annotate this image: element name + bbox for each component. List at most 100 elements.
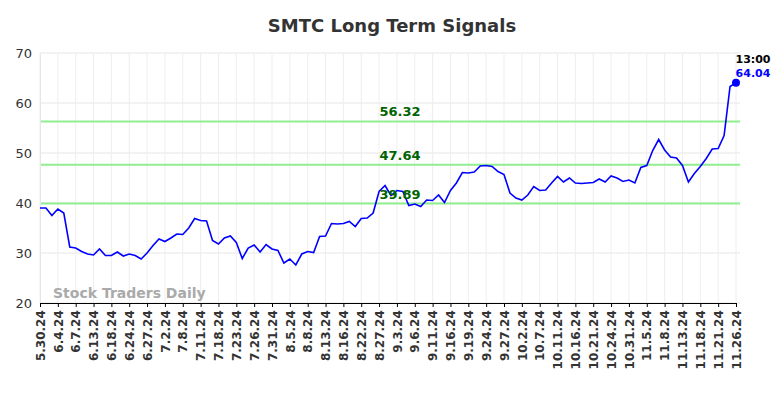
grid-line <box>414 53 415 303</box>
grid-line <box>343 53 344 303</box>
tick-label: 8.5.24 <box>284 310 298 353</box>
tick: 6.4.24 <box>52 303 66 353</box>
tick: 8.16.24 <box>337 303 351 361</box>
tick: 11.18.24 <box>694 303 708 369</box>
tick: 11.8.24 <box>658 303 672 361</box>
tick-label: 40 <box>15 196 32 211</box>
tick: 9.11.24 <box>426 303 440 361</box>
tick-label: 7.31.24 <box>266 310 280 361</box>
tick-label: 10.2.24 <box>516 310 530 361</box>
tick-mark <box>504 303 505 307</box>
grid-line <box>736 53 737 303</box>
tick-label: 8.27.24 <box>373 310 387 361</box>
tick-label: 10.31.24 <box>623 310 637 369</box>
tick: 8.5.24 <box>284 303 298 353</box>
tick: 5.30.24 <box>34 303 48 361</box>
tick: 6.27.24 <box>141 303 155 361</box>
grid-line <box>40 203 740 204</box>
tick-mark <box>183 303 184 307</box>
tick: 60 <box>15 96 40 111</box>
tick: 11.26.24 <box>730 303 744 369</box>
tick: 9.3.24 <box>391 303 405 353</box>
tick-mark <box>201 303 202 307</box>
tick: 8.8.24 <box>301 303 315 353</box>
tick-label: 9.16.24 <box>444 310 458 361</box>
grid-line <box>200 53 201 303</box>
tick-mark <box>40 303 41 307</box>
tick-label: 11.5.24 <box>640 310 654 361</box>
grid-line <box>379 53 380 303</box>
tick-mark <box>558 303 559 307</box>
tick-label: 9.24.24 <box>480 310 494 361</box>
reference-label: 47.64 <box>379 148 420 163</box>
tick-label: 6.24.24 <box>123 310 137 361</box>
tick-label: 11.8.24 <box>658 310 672 361</box>
grid-line <box>111 53 112 303</box>
price-line <box>40 83 736 265</box>
grid-line <box>468 53 469 303</box>
tick-mark <box>522 303 523 307</box>
tick-mark <box>647 303 648 307</box>
tick: 7.26.24 <box>248 303 262 361</box>
tick-label: 11.21.24 <box>712 310 726 369</box>
grid-line <box>236 53 237 303</box>
tick-mark <box>486 303 487 307</box>
tick-mark <box>254 303 255 307</box>
tick-mark <box>361 303 362 307</box>
tick: 40 <box>15 196 40 211</box>
tick-label: 8.16.24 <box>337 310 351 361</box>
tick: 9.24.24 <box>480 303 494 361</box>
tick-mark <box>450 303 451 307</box>
tick-label: 10.24.24 <box>605 310 619 369</box>
tick-mark <box>165 303 166 307</box>
last-value-label: 64.04 <box>736 67 771 80</box>
tick-mark <box>272 303 273 307</box>
tick-mark <box>94 303 95 307</box>
grid-line <box>593 53 594 303</box>
tick-mark <box>575 303 576 307</box>
tick-label: 10.7.24 <box>533 310 547 361</box>
watermark: Stock Traders Daily <box>53 285 206 301</box>
tick-label: 9.19.24 <box>462 310 476 361</box>
grid-line <box>718 53 719 303</box>
tick: 10.7.24 <box>533 303 547 361</box>
tick: 20 <box>15 296 40 311</box>
tick-mark <box>611 303 612 307</box>
grid-line <box>664 53 665 303</box>
tick: 11.21.24 <box>712 303 726 369</box>
tick-mark <box>433 303 434 307</box>
tick-label: 6.7.24 <box>69 310 83 353</box>
tick-label: 10.11.24 <box>551 310 565 369</box>
tick: 7.11.24 <box>194 303 208 361</box>
tick-mark <box>540 303 541 307</box>
tick-label: 7.2.24 <box>159 310 173 353</box>
tick-label: 60 <box>15 96 32 111</box>
grid-line <box>682 53 683 303</box>
tick-label: 8.13.24 <box>319 310 333 361</box>
tick-mark <box>218 303 219 307</box>
x-axis: 5.30.246.4.246.7.246.13.246.18.246.24.24… <box>34 303 744 369</box>
plot <box>40 79 740 265</box>
tick-label: 9.27.24 <box>498 310 512 361</box>
grid-line <box>40 53 740 54</box>
tick-label: 9.3.24 <box>391 310 405 353</box>
axis-line <box>40 54 41 304</box>
reference-line <box>40 164 740 166</box>
grid-line <box>539 53 540 303</box>
tick-label: 11.13.24 <box>676 310 690 369</box>
tick-mark <box>76 303 77 307</box>
tick-label: 9.6.24 <box>408 310 422 353</box>
tick-label: 20 <box>15 296 32 311</box>
grid-line <box>450 53 451 303</box>
grid <box>40 53 740 303</box>
tick-mark <box>147 303 148 307</box>
tick: 11.13.24 <box>676 303 690 369</box>
tick-label: 11.26.24 <box>730 310 744 369</box>
grid-line <box>40 103 740 104</box>
grid-line <box>40 253 740 254</box>
tick: 10.11.24 <box>551 303 565 369</box>
reference-lines <box>40 121 740 203</box>
grid-line <box>75 53 76 303</box>
tick-mark <box>379 303 380 307</box>
tick: 7.8.24 <box>176 303 190 353</box>
